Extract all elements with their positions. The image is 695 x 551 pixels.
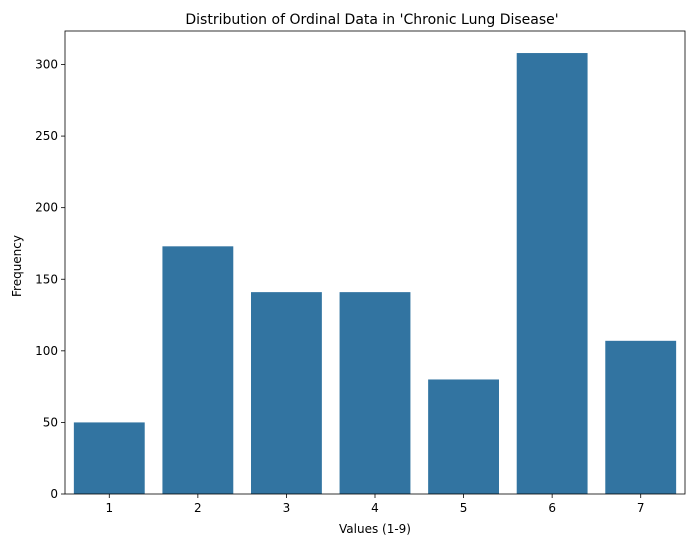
x-tick-label: 4 bbox=[371, 501, 379, 515]
y-tick-label: 100 bbox=[35, 344, 58, 358]
y-tick-label: 250 bbox=[35, 129, 58, 143]
bar-1 bbox=[73, 422, 145, 494]
y-tick-label: 200 bbox=[35, 201, 58, 215]
y-tick-label: 150 bbox=[35, 272, 58, 286]
x-tick-label: 3 bbox=[283, 501, 291, 515]
bar-3 bbox=[251, 292, 322, 494]
bar-7 bbox=[605, 340, 677, 494]
x-tick-label: 2 bbox=[194, 501, 202, 515]
x-tick-label: 1 bbox=[105, 501, 113, 515]
x-tick-label: 7 bbox=[637, 501, 645, 515]
y-axis-label: Frequency bbox=[10, 235, 24, 297]
bar-6 bbox=[516, 53, 588, 495]
x-tick-label: 5 bbox=[460, 501, 468, 515]
bar-5 bbox=[428, 379, 499, 494]
bar-2 bbox=[162, 246, 234, 494]
bars-layer bbox=[73, 53, 677, 495]
y-tick-label: 50 bbox=[43, 415, 58, 429]
chart-title: Distribution of Ordinal Data in 'Chronic… bbox=[185, 12, 558, 28]
y-tick-label: 300 bbox=[35, 58, 58, 72]
y-axis: 0 50 100 150 200 250 300 bbox=[35, 58, 65, 501]
y-tick-label: 0 bbox=[50, 487, 58, 501]
bar-4 bbox=[339, 292, 411, 494]
plot-frame bbox=[64, 30, 686, 495]
x-axis-label: Values (1-9) bbox=[339, 522, 411, 536]
x-tick-label: 6 bbox=[548, 501, 556, 515]
x-axis: 1 2 3 4 5 6 7 bbox=[105, 494, 645, 515]
